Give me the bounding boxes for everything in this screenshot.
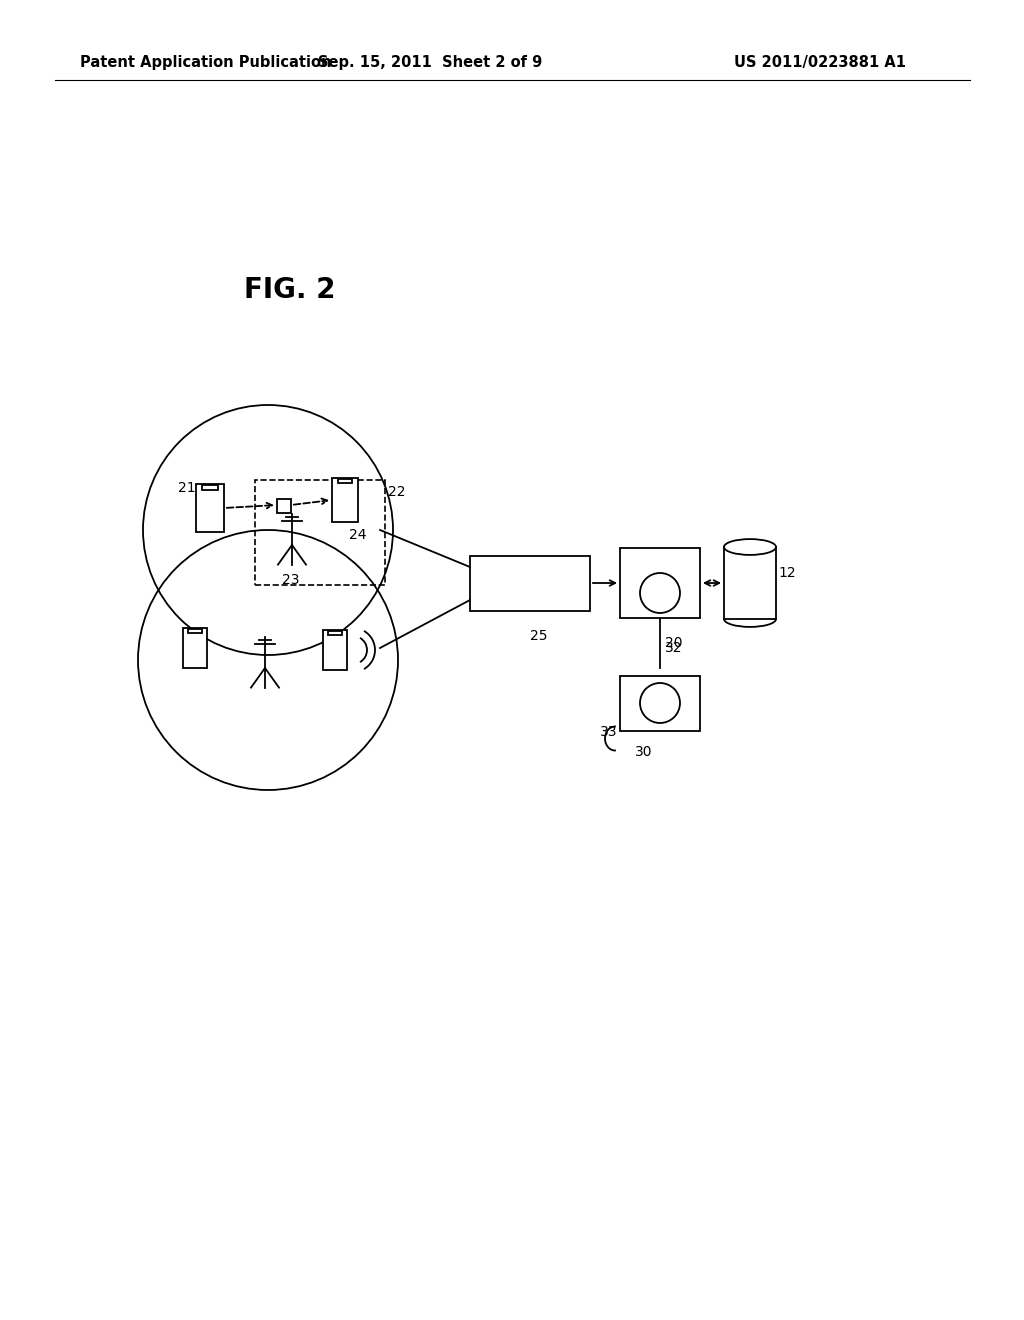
Bar <box>620 676 700 730</box>
Bar <box>470 556 590 610</box>
Bar <box>724 546 776 619</box>
Bar <box>323 630 347 671</box>
Text: 23: 23 <box>282 573 299 587</box>
Text: Patent Application Publication: Patent Application Publication <box>80 54 332 70</box>
Text: AA: AA <box>650 586 670 601</box>
Bar <box>332 478 358 521</box>
Text: US 2011/0223881 A1: US 2011/0223881 A1 <box>734 54 906 70</box>
Text: SCP: SCP <box>645 561 675 577</box>
Text: FIG. 2: FIG. 2 <box>245 276 336 304</box>
Text: 22: 22 <box>388 484 406 499</box>
Text: 12: 12 <box>778 566 796 579</box>
Text: 33: 33 <box>599 726 617 739</box>
Bar <box>203 484 218 490</box>
Text: 24: 24 <box>349 528 367 543</box>
Text: 30: 30 <box>635 746 652 759</box>
Ellipse shape <box>724 539 776 554</box>
Bar <box>255 480 385 585</box>
Circle shape <box>640 682 680 723</box>
Bar <box>338 479 352 483</box>
Circle shape <box>640 573 680 612</box>
Text: 32: 32 <box>665 642 683 655</box>
Text: 21: 21 <box>178 480 196 495</box>
Text: 25: 25 <box>530 628 548 643</box>
Bar <box>188 630 202 634</box>
Text: 20: 20 <box>665 636 683 649</box>
Text: VMSC: VMSC <box>512 573 568 593</box>
Bar <box>329 631 342 635</box>
Bar <box>196 484 224 532</box>
Text: UA: UA <box>650 696 670 710</box>
Bar <box>278 499 291 513</box>
Text: Sep. 15, 2011  Sheet 2 of 9: Sep. 15, 2011 Sheet 2 of 9 <box>317 54 542 70</box>
Bar <box>183 628 207 668</box>
Bar <box>620 548 700 618</box>
